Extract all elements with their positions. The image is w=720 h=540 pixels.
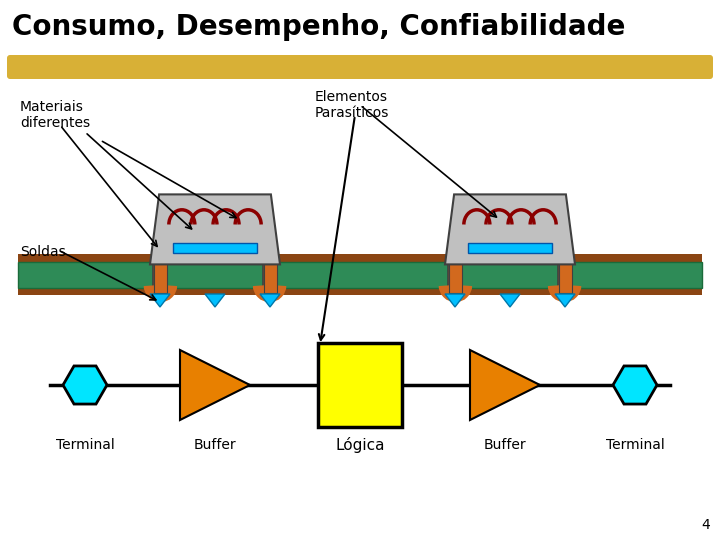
Text: Buffer: Buffer [484,438,526,452]
Bar [559,257,572,293]
Polygon shape [260,294,280,307]
Polygon shape [555,294,575,307]
Bar [449,258,462,292]
Polygon shape [445,194,575,265]
Bar [153,257,166,293]
Text: 4: 4 [701,518,710,532]
Polygon shape [500,294,520,307]
Bar [318,343,402,427]
Text: Materiais
diferentes: Materiais diferentes [20,100,90,130]
Text: Soldas: Soldas [20,245,66,259]
Polygon shape [445,294,465,307]
Text: Terminal: Terminal [55,438,114,452]
Bar [264,257,276,293]
Bar [174,242,256,253]
Polygon shape [470,350,540,420]
Bar [263,258,276,292]
Polygon shape [205,294,225,307]
Bar [153,258,167,292]
Bar [18,287,702,295]
Bar [557,258,572,292]
Bar [449,257,462,293]
Text: Lógica: Lógica [336,437,384,453]
Polygon shape [180,350,250,420]
Bar [18,262,702,288]
Bar [18,254,702,262]
Text: Elementos
Parasíticos: Elementos Parasíticos [315,90,390,120]
FancyBboxPatch shape [7,55,713,79]
Text: Buffer: Buffer [194,438,236,452]
Bar [469,242,552,253]
Polygon shape [150,194,280,265]
Polygon shape [150,294,170,307]
Text: Terminal: Terminal [606,438,665,452]
Text: Consumo, Desempenho, Confiabilidade: Consumo, Desempenho, Confiabilidade [12,13,626,41]
